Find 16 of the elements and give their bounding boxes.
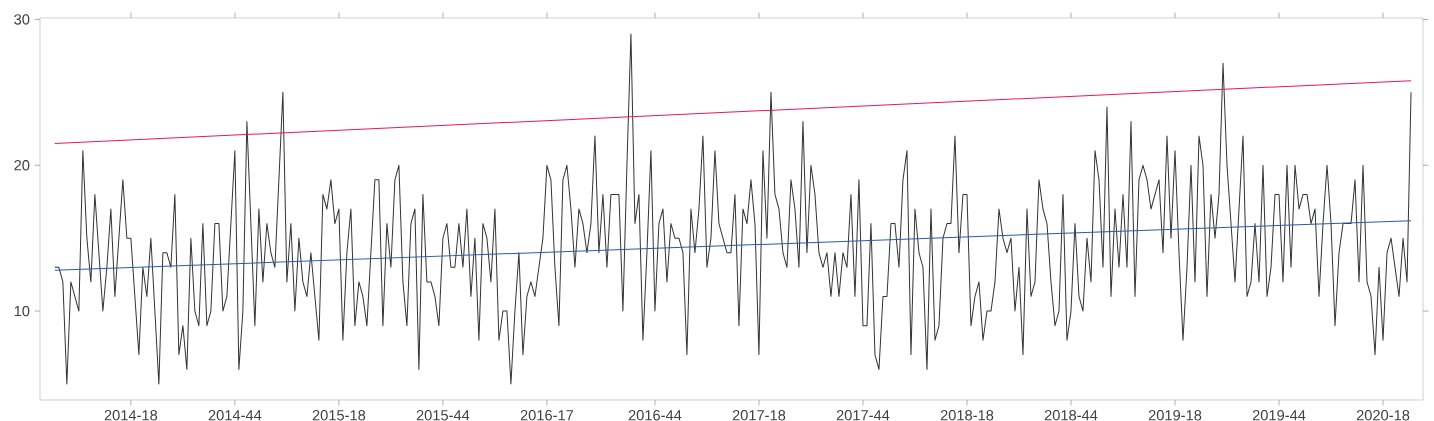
- y-tick-label: 20: [14, 160, 30, 171]
- x-tick-label: 2016-17: [520, 410, 574, 421]
- x-tick-label: 2020-18: [1356, 410, 1410, 421]
- y-tick-label: 10: [14, 305, 30, 317]
- x-tick-label: 2018-44: [1044, 410, 1098, 421]
- x-tick-label: 2016-44: [628, 410, 682, 421]
- x-tick-label: 2014-18: [104, 410, 158, 421]
- x-tick-label: 2015-44: [416, 410, 470, 421]
- y-tick-label: 30: [14, 14, 30, 25]
- x-tick-label: 2014-44: [208, 410, 262, 421]
- x-tick-label: 2017-18: [732, 410, 786, 421]
- x-tick-label: 2019-18: [1148, 410, 1202, 421]
- x-tick-label: 2018-18: [940, 410, 994, 421]
- x-tick-label: 2015-18: [312, 410, 366, 421]
- x-tick-label: 2019-44: [1252, 410, 1306, 421]
- x-tick-label: 2017-44: [836, 410, 890, 421]
